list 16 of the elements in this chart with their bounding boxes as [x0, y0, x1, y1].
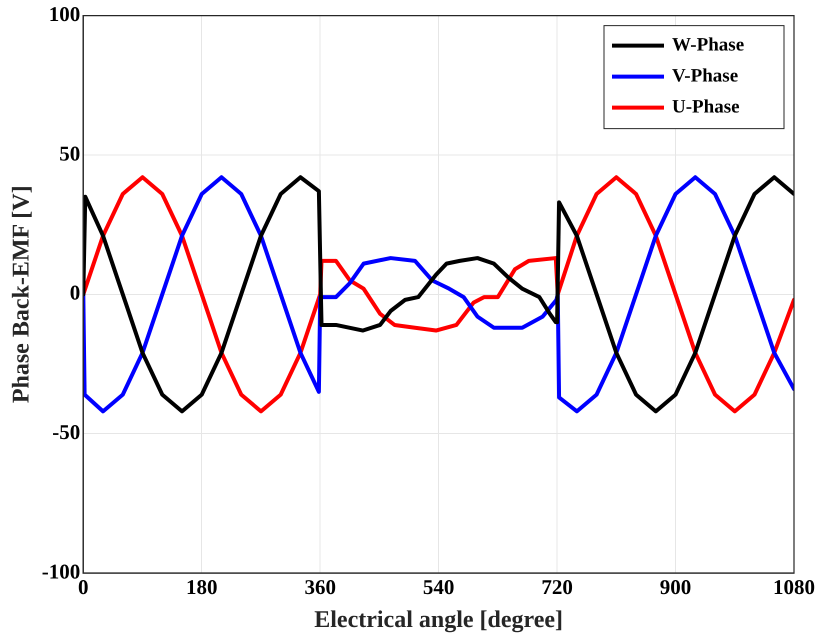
x-tick-label: 540: [422, 575, 454, 600]
x-axis-title: Electrical angle [degree]: [314, 606, 564, 633]
x-tick-label: 180: [186, 575, 218, 600]
legend-label: W-Phase: [672, 34, 744, 56]
y-tick-label: -50: [52, 420, 80, 444]
y-axis-title: Phase Back-EMF [V]: [8, 185, 35, 404]
y-tick-label: 50: [59, 141, 80, 166]
x-tick-label: 1080: [773, 575, 815, 600]
y-tick-label: -100: [42, 559, 80, 584]
x-tick-label: 360: [304, 575, 336, 600]
legend-label: V-Phase: [672, 66, 738, 87]
x-tick-label: 900: [660, 575, 692, 600]
y-tick-label: 100: [48, 2, 80, 26]
x-tick-label: 720: [541, 575, 573, 600]
y-tick-label: 0: [70, 280, 80, 305]
legend-label: U-Phase: [672, 96, 740, 118]
